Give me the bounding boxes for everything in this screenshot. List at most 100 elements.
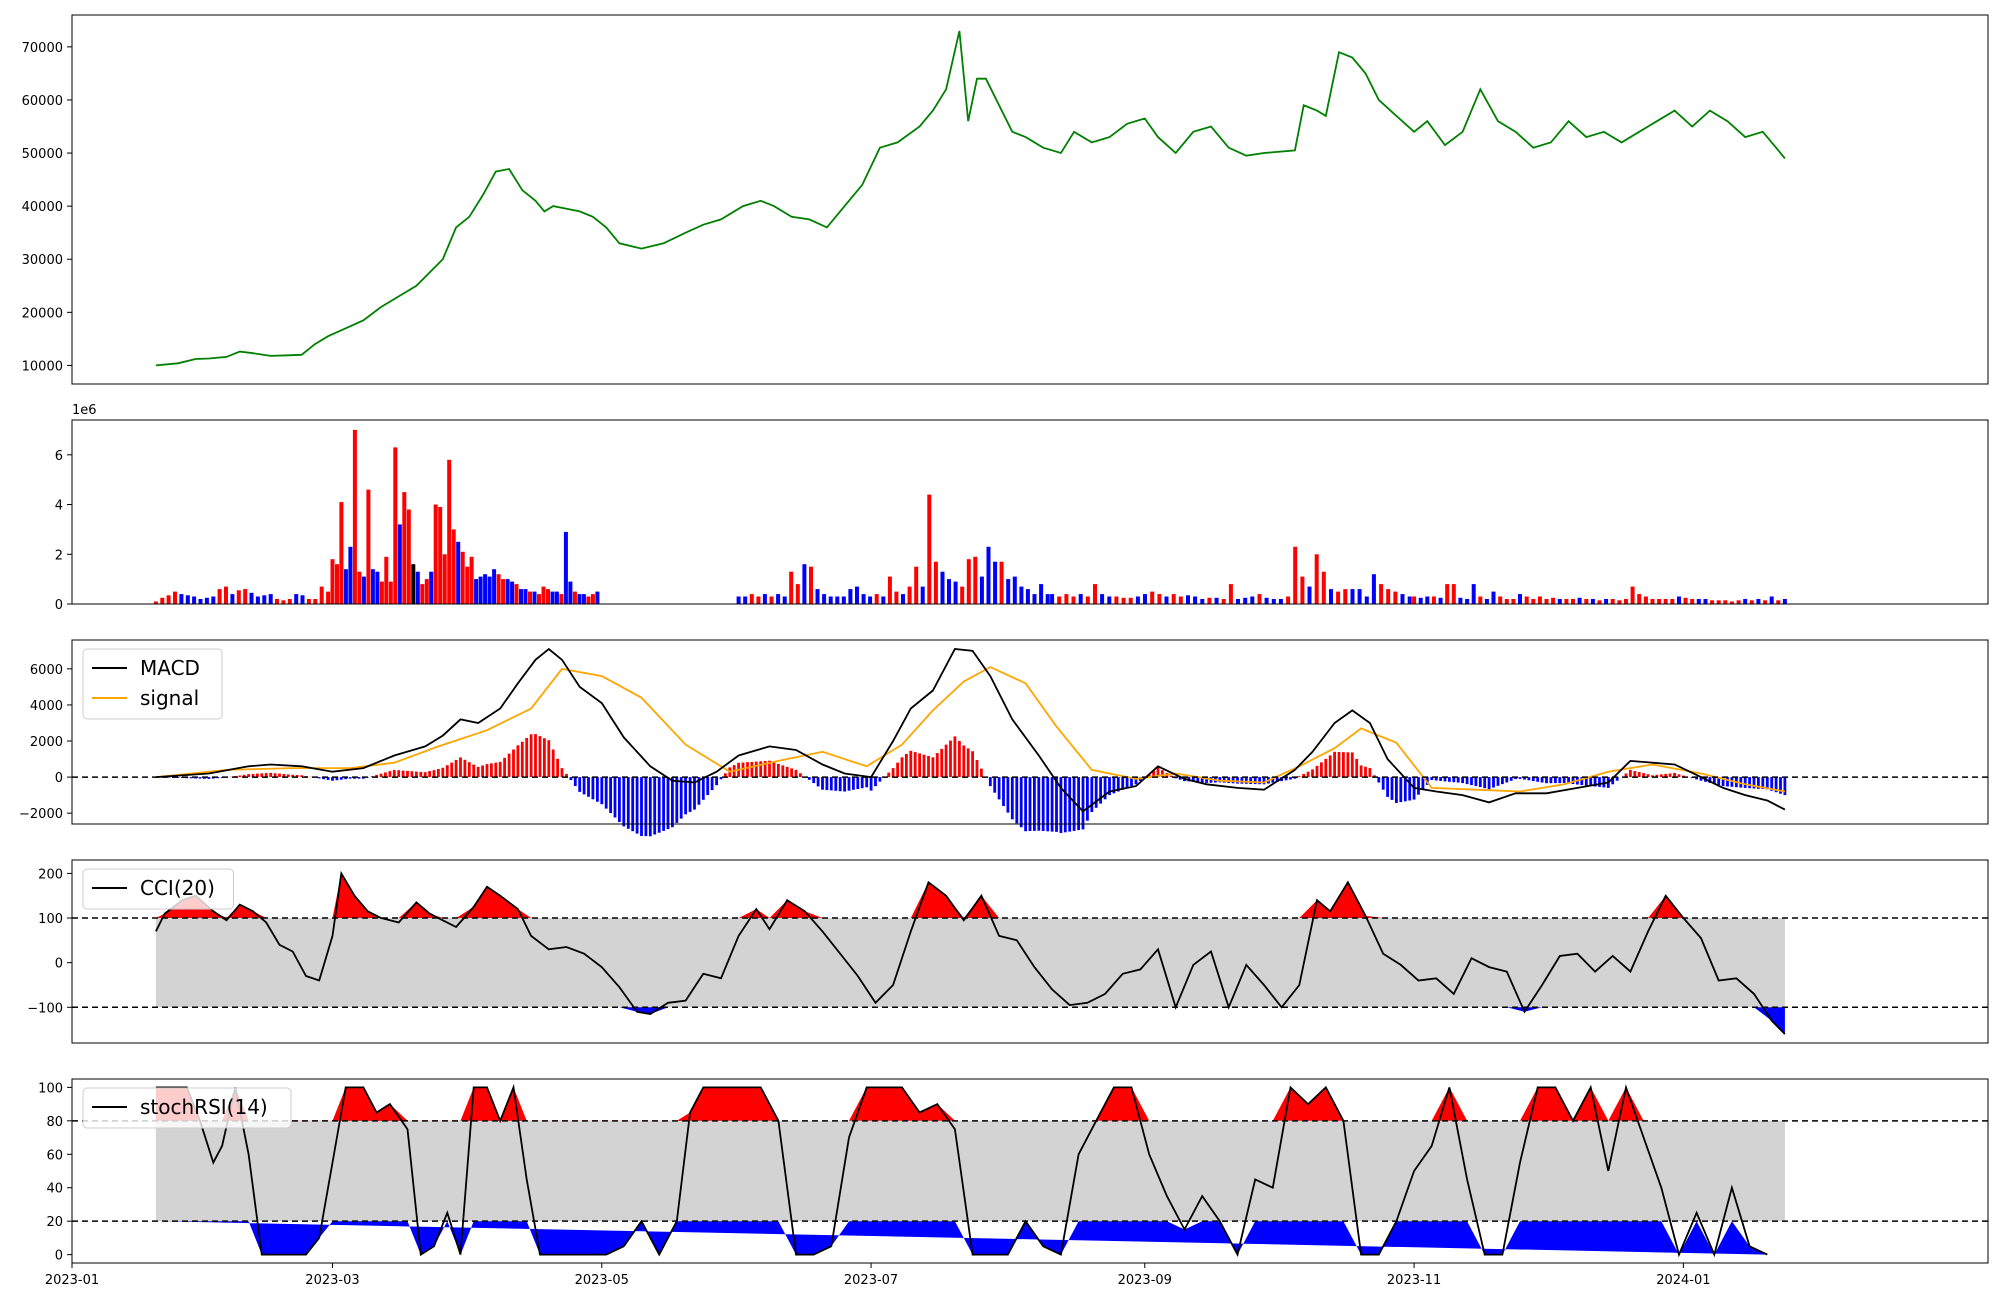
macd-histogram-bar: [1037, 777, 1041, 831]
volume-bar: [510, 581, 515, 604]
legend-label: CCI(20): [140, 876, 215, 900]
macd-histogram-bar: [1761, 777, 1765, 789]
macd-histogram-bar: [1461, 777, 1464, 784]
volume-bar: [1617, 600, 1622, 604]
macd-histogram-bar: [467, 762, 471, 778]
volume-bar: [1307, 586, 1312, 604]
macd-histogram-bar: [1593, 777, 1597, 787]
macd-histogram-bar: [1646, 774, 1650, 778]
volume-bar: [1057, 596, 1062, 604]
volume-bar: [1025, 589, 1030, 604]
y-tick-label: 40000: [22, 200, 63, 215]
macd-histogram-bar: [1236, 777, 1239, 784]
volume-bar: [1690, 599, 1695, 604]
volume-bar: [1663, 599, 1668, 604]
volume-bar: [1696, 599, 1701, 604]
volume-bar: [339, 502, 344, 604]
macd-histogram-bar: [1262, 777, 1266, 785]
volume-bar: [1121, 597, 1126, 604]
volume-bar: [1431, 596, 1436, 604]
macd-histogram-bar: [874, 777, 877, 787]
volume-bar: [1763, 600, 1768, 604]
macd-histogram-bar: [401, 770, 405, 778]
macd-histogram-bar: [1359, 765, 1363, 778]
macd-histogram-bar: [1567, 777, 1570, 784]
macd-histogram-bar: [1333, 751, 1336, 778]
macd-histogram-bar: [476, 766, 480, 778]
macd-histogram-bar: [909, 750, 913, 778]
macd-histogram-bar: [384, 772, 387, 778]
volume-bar: [1207, 597, 1212, 604]
volume-bar: [326, 591, 331, 604]
macd-histogram-bar: [1474, 777, 1478, 787]
volume-bar: [769, 596, 774, 604]
macd-histogram-bar: [1549, 777, 1553, 784]
macd-histogram-bar: [1328, 755, 1332, 778]
macd-histogram-bar: [1487, 777, 1491, 790]
volume-bar: [456, 541, 461, 604]
volume-bar: [1012, 576, 1017, 604]
volume-bar: [224, 586, 228, 604]
macd-histogram-bar: [887, 772, 891, 778]
volume-bar: [920, 586, 925, 604]
macd-histogram-bar: [520, 741, 524, 778]
macd-histogram-bar: [1505, 777, 1509, 783]
macd-histogram-bar: [238, 775, 242, 778]
volume-bar: [1357, 589, 1362, 604]
volume-bar: [756, 596, 761, 604]
macd-histogram-bar: [900, 757, 904, 778]
macd-histogram-bar: [600, 777, 604, 805]
volume-bar: [868, 596, 873, 604]
volume-bar: [1670, 599, 1675, 604]
macd-histogram-bar: [838, 777, 842, 792]
macd-histogram-bar: [1712, 777, 1716, 784]
volume-bar: [577, 594, 582, 604]
volume-bar: [379, 581, 384, 604]
y-tick-label: 70000: [22, 41, 63, 56]
volume-bar: [1445, 584, 1450, 604]
volume-bar: [1393, 591, 1398, 604]
macd-histogram-bar: [582, 777, 586, 795]
volume-bar: [1729, 601, 1734, 604]
macd-histogram-bar: [1041, 777, 1045, 831]
macd-histogram-bar: [1072, 777, 1076, 831]
y-tick-label: 30000: [22, 253, 63, 268]
y-tick-label: 20000: [22, 306, 63, 321]
macd-histogram-bar: [1456, 777, 1460, 783]
macd-histogram-bar: [794, 769, 798, 778]
macd-histogram-bar: [1125, 777, 1129, 788]
macd-histogram-bar: [829, 777, 833, 791]
macd-histogram-bar: [953, 736, 957, 778]
volume-bar: [795, 584, 800, 604]
volume-bar: [1584, 599, 1589, 604]
panel-frame: [71, 1078, 1989, 1264]
volume-bar: [179, 594, 184, 604]
volume-bar: [581, 594, 586, 604]
macd-histogram-bar: [1346, 752, 1350, 778]
volume-bar: [478, 576, 483, 604]
y-tick-label: 100: [38, 912, 63, 927]
volume-bar: [1343, 589, 1348, 604]
macd-histogram-bar: [437, 769, 440, 778]
volume-bar: [993, 561, 998, 604]
macd-histogram-bar: [1611, 777, 1615, 785]
macd-histogram-bar: [578, 777, 582, 792]
macd-histogram-bar: [662, 777, 665, 831]
macd-histogram-bar: [666, 777, 670, 830]
volume-bar: [217, 589, 222, 604]
macd-histogram-bar: [1086, 777, 1089, 821]
macd-histogram-bar: [1112, 777, 1116, 794]
macd-histogram-bar: [759, 761, 763, 778]
macd-histogram-bar: [1081, 777, 1085, 830]
macd-histogram-bar: [1757, 777, 1760, 789]
macd-histogram-bar: [587, 777, 590, 797]
volume-bar: [822, 594, 827, 604]
volume-bar: [749, 594, 754, 604]
macd-histogram-bar: [1108, 777, 1111, 796]
volume-bar: [319, 586, 324, 604]
volume-bar: [1214, 597, 1219, 604]
volume-bar: [1078, 594, 1083, 604]
macd-histogram-bar: [971, 751, 974, 778]
macd-histogram-bar: [719, 777, 723, 780]
volume-bar: [300, 595, 305, 604]
